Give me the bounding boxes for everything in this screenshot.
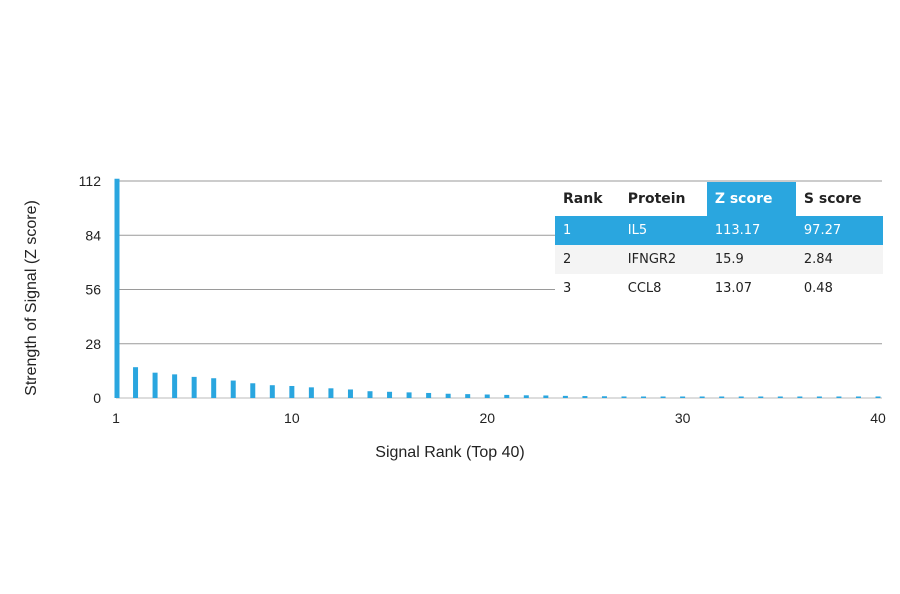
cell-z-score: 15.9 [706,245,796,274]
bar [426,392,432,398]
table-row: 3 CCL8 13.07 0.48 [555,274,883,303]
bar [680,396,686,398]
bar [582,396,588,398]
cell-z-score: 13.07 [706,274,796,303]
bar [367,391,373,398]
cell-protein: IFNGR2 [619,245,707,274]
bar [660,396,666,398]
bar [269,385,275,398]
bar [230,380,236,398]
bar [445,393,451,398]
bar [797,396,803,398]
bar [211,378,217,398]
cell-s-score: 0.48 [795,274,883,303]
bar [562,395,568,398]
x-tick-label: 1 [112,410,120,426]
bar [152,372,158,398]
bar [387,391,393,398]
bar [504,394,510,398]
bar [601,396,607,398]
y-tick-label: 84 [85,227,101,243]
bar [777,396,783,398]
y-tick-labels: 0 28 56 84 112 [79,173,102,406]
header-rank: Rank [555,182,620,216]
x-tick-label: 10 [284,410,300,426]
y-tick-label: 56 [85,282,101,298]
bar [738,396,744,398]
header-protein: Protein [619,182,707,216]
bar [308,387,314,398]
header-s-score: S score [795,182,883,216]
bar [114,178,120,398]
bar [328,388,334,398]
bar [289,385,295,398]
cell-z-score: 113.17 [706,216,796,245]
x-axis-label: Signal Rank (Top 40) [375,444,524,461]
header-z-score: Z score [706,182,796,216]
bar [406,392,412,398]
table-header-row: Rank Protein Z score S score [555,182,883,216]
table-row: 1 IL5 113.17 97.27 [555,216,883,245]
table-row: 2 IFNGR2 15.9 2.84 [555,245,883,274]
cell-s-score: 2.84 [795,245,883,274]
bar [855,396,861,398]
bar [523,395,529,398]
bar [347,389,353,398]
y-tick-label: 0 [93,390,101,406]
cell-protein: CCL8 [619,274,707,303]
bar [875,396,881,398]
cell-s-score: 97.27 [795,216,883,245]
bar [699,396,705,398]
bar [250,383,256,398]
bars [114,178,881,398]
y-tick-label: 28 [85,336,101,352]
bar [191,376,197,398]
cell-rank: 3 [555,274,620,303]
y-tick-label: 112 [79,173,102,189]
x-tick-labels: 1 10 20 30 40 [112,410,886,426]
bar [641,396,647,398]
bar [465,394,471,398]
bar [172,374,178,398]
cell-protein: IL5 [619,216,707,245]
cell-rank: 1 [555,216,620,245]
x-tick-label: 20 [479,410,495,426]
bar [133,367,139,398]
bar [719,396,725,398]
rank-table: Rank Protein Z score S score 1 IL5 113.1… [555,182,883,303]
bar [543,395,549,398]
cell-rank: 2 [555,245,620,274]
bar [484,394,490,398]
bar [816,396,822,398]
x-tick-label: 30 [675,410,691,426]
bar [621,396,627,398]
x-tick-label: 40 [870,410,886,426]
bar [836,396,842,398]
bar [758,396,764,398]
y-axis-label: Strength of Signal (Z score) [23,200,40,396]
